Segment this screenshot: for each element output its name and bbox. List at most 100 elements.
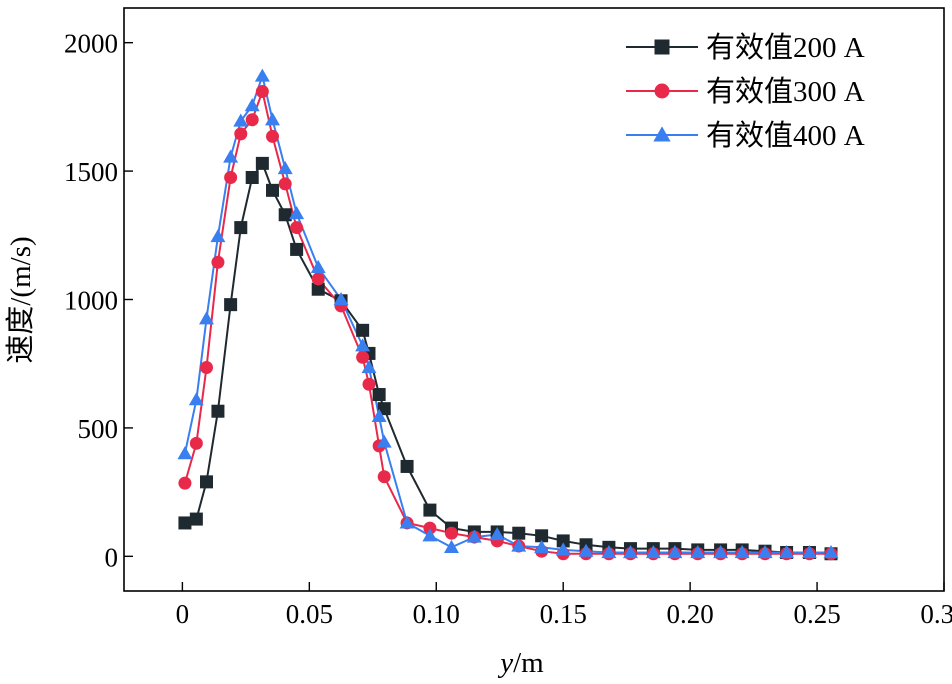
data-point-2-36 bbox=[823, 545, 839, 559]
data-point-2-26 bbox=[601, 545, 617, 559]
data-point-2-29 bbox=[667, 545, 683, 559]
data-point-2-34 bbox=[779, 545, 795, 559]
data-point-0-18 bbox=[423, 503, 437, 517]
data-point-2-27 bbox=[622, 545, 638, 559]
data-point-0-4 bbox=[224, 298, 238, 312]
data-point-0-5 bbox=[234, 221, 248, 235]
x-tick-label-6: 0.30 bbox=[920, 599, 952, 629]
series-markers bbox=[177, 68, 839, 561]
data-point-1-19 bbox=[444, 526, 458, 540]
data-point-0-11 bbox=[311, 282, 325, 296]
data-point-0-17 bbox=[400, 459, 414, 473]
data-point-2-10 bbox=[289, 205, 305, 220]
x-axis-unit: /m bbox=[513, 647, 544, 679]
data-point-0-15 bbox=[372, 388, 386, 402]
data-point-2-12 bbox=[333, 292, 349, 306]
data-point-1-14 bbox=[362, 377, 376, 391]
data-point-0-16 bbox=[377, 402, 391, 416]
series-points-0 bbox=[178, 156, 838, 561]
data-point-1-3 bbox=[211, 255, 225, 269]
data-point-0-3 bbox=[211, 404, 225, 418]
x-tick-label-3: 0.15 bbox=[540, 599, 587, 629]
data-point-2-21 bbox=[489, 527, 505, 541]
data-point-1-18 bbox=[423, 521, 437, 535]
data-point-2-16 bbox=[376, 434, 392, 448]
legend-item-0: 有效值200 A bbox=[626, 31, 865, 64]
series-line-0 bbox=[184, 161, 832, 555]
data-point-2-35 bbox=[801, 545, 817, 559]
data-point-2-0 bbox=[177, 446, 193, 460]
data-point-0-10 bbox=[290, 242, 304, 256]
data-point-1-11 bbox=[311, 272, 325, 286]
legend-item-1: 有效值300 A bbox=[626, 75, 865, 108]
x-axis-variable: y bbox=[497, 647, 513, 679]
x-tick-label-1: 0.05 bbox=[286, 599, 333, 629]
data-point-2-32 bbox=[734, 545, 750, 559]
data-point-1-16 bbox=[377, 470, 391, 484]
data-point-1-13 bbox=[356, 350, 370, 364]
series-line-1 bbox=[183, 87, 831, 555]
legend-label-2: 有效值400 A bbox=[706, 119, 865, 152]
axis-ticks: 0 0.05 0.10 0.15 0.20 0.25 0.30 0 500 1000 1500 200… bbox=[64, 29, 952, 629]
legend: 有效值200 A 有效值300 A 有效值400 A bbox=[626, 31, 865, 152]
data-point-2-3 bbox=[210, 229, 226, 243]
data-point-0-23 bbox=[535, 529, 549, 543]
data-point-2-23 bbox=[534, 539, 550, 553]
data-point-1-6 bbox=[245, 113, 259, 127]
data-point-2-24 bbox=[555, 542, 571, 556]
data-point-2-6 bbox=[244, 98, 260, 112]
legend-marker-2 bbox=[653, 126, 671, 142]
data-point-2-1 bbox=[188, 392, 204, 406]
data-point-1-5 bbox=[234, 127, 248, 141]
y-tick-label-3: 1500 bbox=[64, 157, 118, 187]
legend-label-0: 有效值200 A bbox=[706, 31, 865, 64]
data-point-0-6 bbox=[245, 171, 259, 185]
data-point-2-7 bbox=[254, 68, 270, 82]
series-points-2 bbox=[177, 68, 839, 559]
data-point-2-22 bbox=[511, 538, 527, 552]
x-tick-label-5: 0.25 bbox=[793, 599, 840, 629]
data-point-2-13 bbox=[355, 338, 371, 352]
data-point-1-2 bbox=[200, 361, 214, 375]
data-point-2-33 bbox=[757, 545, 773, 559]
data-point-1-9 bbox=[278, 177, 292, 191]
y-tick-label-4: 2000 bbox=[64, 29, 118, 59]
x-tick-label-2: 0.10 bbox=[413, 599, 460, 629]
legend-item-2: 有效值400 A bbox=[626, 119, 865, 152]
x-tick-label-4: 0.20 bbox=[667, 599, 714, 629]
y-tick-label-0: 0 bbox=[105, 542, 119, 572]
data-point-2-14 bbox=[361, 360, 377, 374]
data-point-0-22 bbox=[512, 526, 526, 540]
legend-marker-1 bbox=[654, 83, 670, 99]
data-point-1-7 bbox=[255, 84, 269, 98]
data-point-0-13 bbox=[356, 323, 370, 337]
legend-label-1: 有效值300 A bbox=[706, 75, 865, 108]
data-point-1-0 bbox=[178, 476, 192, 490]
data-point-1-10 bbox=[290, 221, 304, 235]
data-point-2-8 bbox=[265, 112, 280, 126]
data-point-0-8 bbox=[266, 183, 280, 197]
data-point-0-1 bbox=[189, 512, 203, 526]
data-point-2-18 bbox=[422, 528, 438, 542]
data-point-2-31 bbox=[713, 545, 729, 559]
data-point-0-2 bbox=[200, 475, 214, 489]
data-point-1-4 bbox=[224, 171, 238, 185]
data-point-2-17 bbox=[399, 515, 415, 529]
data-point-2-5 bbox=[233, 113, 249, 127]
data-point-2-19 bbox=[444, 539, 459, 553]
data-point-1-1 bbox=[189, 436, 203, 450]
data-point-2-9 bbox=[277, 161, 293, 175]
data-point-2-2 bbox=[199, 311, 214, 325]
data-point-2-4 bbox=[223, 149, 239, 163]
data-point-1-8 bbox=[266, 129, 280, 143]
data-point-2-11 bbox=[310, 259, 326, 274]
data-point-2-30 bbox=[690, 545, 706, 559]
legend-marker-0 bbox=[654, 39, 670, 55]
data-point-2-25 bbox=[578, 543, 594, 557]
data-point-2-20 bbox=[466, 529, 482, 543]
data-point-2-15 bbox=[371, 408, 387, 422]
y-axis-label: 速度/(m/s) bbox=[4, 236, 37, 363]
data-point-0-24 bbox=[556, 534, 570, 548]
data-point-0-7 bbox=[255, 156, 269, 170]
